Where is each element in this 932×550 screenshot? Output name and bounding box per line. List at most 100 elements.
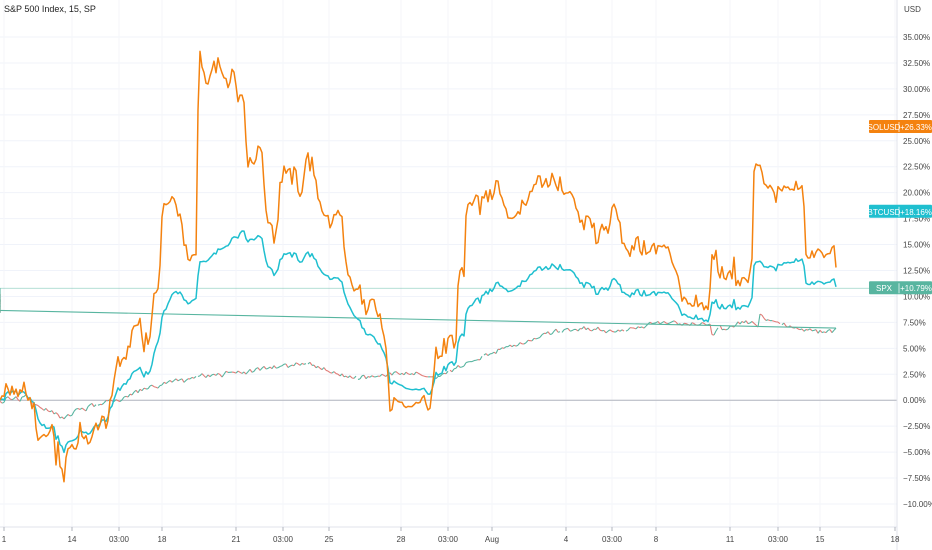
spx-segment bbox=[179, 378, 183, 381]
x-tick-label[interactable]: 03:00 bbox=[602, 535, 623, 544]
spx-segment bbox=[391, 371, 395, 376]
y-tick-label[interactable]: 30.00% bbox=[903, 85, 930, 94]
y-tick-label[interactable]: −10.00% bbox=[903, 500, 932, 509]
spx-segment bbox=[361, 374, 365, 377]
y-tick-label[interactable]: 5.00% bbox=[903, 344, 926, 353]
y-tick-label[interactable]: 25.00% bbox=[903, 137, 930, 146]
x-tick-label[interactable]: 03:00 bbox=[109, 535, 130, 544]
spx-segment bbox=[571, 328, 575, 332]
y-tick-label[interactable]: 22.50% bbox=[903, 163, 930, 172]
spx-segment bbox=[607, 329, 611, 332]
spx-segment bbox=[315, 365, 319, 369]
y-tick-label[interactable]: 7.50% bbox=[903, 318, 926, 327]
spx-segment bbox=[381, 373, 385, 376]
spx-segment bbox=[399, 372, 403, 376]
x-tick-label[interactable]: 03:00 bbox=[438, 535, 459, 544]
spx-segment bbox=[667, 322, 671, 325]
spx-segment bbox=[369, 375, 373, 378]
spx-segment bbox=[347, 375, 351, 379]
spx-segment bbox=[67, 414, 71, 417]
spx-segment bbox=[627, 327, 631, 331]
y-tick-label[interactable]: 32.50% bbox=[903, 59, 930, 68]
spx-segment bbox=[749, 321, 753, 324]
y-axis-ticks[interactable]: −10.00% −7.50% −5.00% −2.50% 0.00% 2.50% 5.00%… bbox=[903, 33, 932, 509]
x-tick-label[interactable]: 18 bbox=[158, 535, 167, 544]
spx-segment bbox=[685, 323, 689, 325]
spx-segment bbox=[829, 329, 833, 333]
x-axis-ticks[interactable]: 1 14 03:00 18 21 03:00 25 28 03:00 Aug 4 03:00 8 11 03… bbox=[2, 527, 900, 544]
y-tick-label[interactable]: 2.50% bbox=[903, 370, 926, 379]
spx-segment bbox=[485, 353, 489, 356]
spx-segment bbox=[47, 410, 51, 413]
x-tick-label[interactable]: 4 bbox=[564, 535, 569, 544]
spx-segment bbox=[7, 396, 11, 400]
y-tick-label[interactable]: −7.50% bbox=[903, 474, 930, 483]
spx-segment bbox=[299, 362, 303, 366]
y-tick-label[interactable]: 15.00% bbox=[903, 241, 930, 250]
x-tick-label[interactable]: Aug bbox=[485, 535, 499, 544]
spx-segment bbox=[253, 368, 257, 372]
x-tick-label[interactable]: 8 bbox=[654, 535, 659, 544]
spx-segment bbox=[523, 342, 527, 345]
y-tick-label[interactable]: 35.00% bbox=[903, 33, 930, 42]
spx-segment bbox=[371, 375, 375, 378]
spx-segment bbox=[39, 406, 43, 410]
y-tick-label[interactable]: 12.50% bbox=[903, 267, 930, 276]
spx-segment bbox=[155, 386, 159, 389]
spx-segment bbox=[401, 372, 405, 376]
y-tick-label[interactable]: 0.00% bbox=[903, 396, 926, 405]
spx-segment bbox=[475, 359, 479, 361]
x-tick-label[interactable]: 11 bbox=[726, 535, 735, 544]
badge-btcusd-symbol: BTCUSD bbox=[868, 208, 901, 217]
x-tick-label[interactable]: 03:00 bbox=[768, 535, 789, 544]
badge-spx: SPX +10.79% bbox=[869, 281, 932, 295]
series-spx bbox=[0, 288, 837, 420]
y-tick-label[interactable]: 27.50% bbox=[903, 111, 930, 120]
spx-segment bbox=[655, 320, 659, 324]
spx-segment bbox=[319, 367, 323, 371]
x-tick-label[interactable]: 28 bbox=[397, 535, 406, 544]
spx-segment bbox=[11, 398, 15, 401]
spx-segment bbox=[81, 407, 85, 411]
x-tick-label[interactable]: 25 bbox=[325, 535, 334, 544]
x-tick-label[interactable]: 15 bbox=[816, 535, 825, 544]
y-tick-label[interactable]: 10.00% bbox=[903, 292, 930, 301]
spx-segment bbox=[673, 320, 677, 323]
spx-segment bbox=[435, 376, 439, 380]
spx-segment bbox=[337, 373, 341, 377]
spx-segment bbox=[583, 326, 587, 330]
y-tick-label[interactable]: −5.00% bbox=[903, 448, 930, 457]
x-tick-label[interactable]: 14 bbox=[68, 535, 77, 544]
y-tick-label[interactable]: 17.50% bbox=[903, 215, 930, 224]
spx-segment bbox=[207, 374, 211, 378]
spx-segment bbox=[615, 329, 619, 333]
x-tick-label[interactable]: 03:00 bbox=[273, 535, 294, 544]
spx-segment bbox=[55, 412, 59, 415]
spx-segment bbox=[671, 320, 675, 323]
spx-segment bbox=[343, 375, 347, 378]
spx-segment bbox=[291, 364, 295, 367]
spx-segment bbox=[639, 326, 643, 329]
spx-segment bbox=[621, 329, 625, 332]
spx-segment bbox=[513, 344, 517, 347]
spx-segment bbox=[625, 329, 629, 332]
y-tick-label[interactable]: −2.50% bbox=[903, 422, 930, 431]
spx-segment bbox=[189, 376, 193, 380]
spx-segment bbox=[175, 378, 179, 382]
spx-segment bbox=[661, 320, 665, 324]
x-tick-label[interactable]: 18 bbox=[891, 535, 900, 544]
spx-segment bbox=[465, 361, 469, 364]
spx-segment bbox=[333, 371, 337, 374]
spx-segment bbox=[9, 398, 13, 401]
x-tick-label[interactable]: 21 bbox=[232, 535, 241, 544]
spx-segment bbox=[419, 373, 423, 376]
badge-btcusd-bg bbox=[869, 204, 932, 218]
spx-segment bbox=[241, 371, 245, 374]
x-tick-label[interactable]: 1 bbox=[2, 535, 7, 544]
spx-segment bbox=[445, 370, 449, 375]
spx-segment bbox=[173, 378, 177, 381]
spx-segment bbox=[149, 384, 153, 387]
spx-segment bbox=[393, 371, 397, 373]
y-tick-label[interactable]: 20.00% bbox=[903, 189, 930, 198]
